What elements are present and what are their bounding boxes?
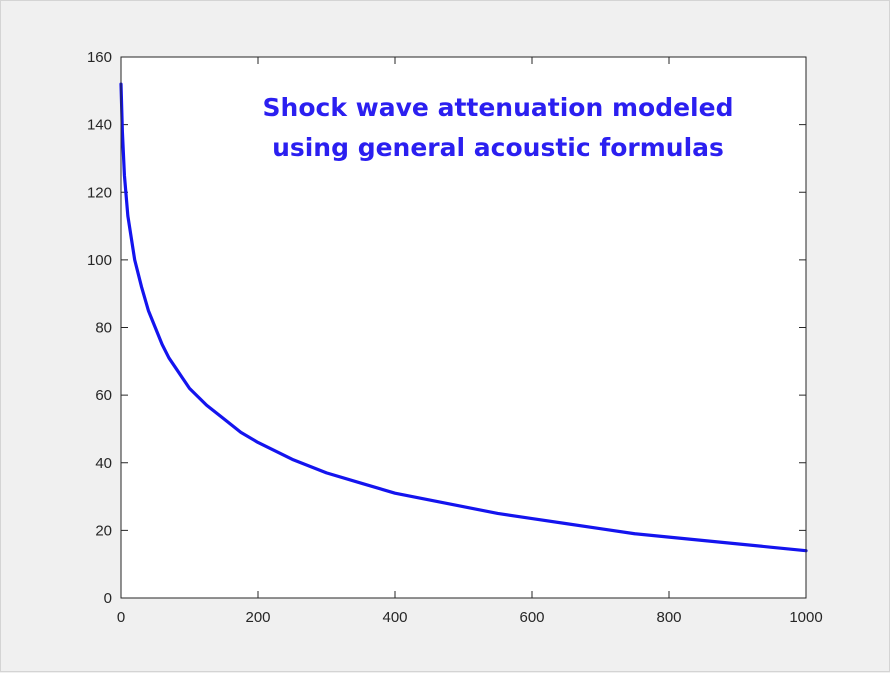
x-tick-label: 200 [245, 609, 270, 626]
annotation-line-1: Shock wave attenuation modeled [263, 93, 734, 122]
y-tick-label: 160 [87, 49, 112, 66]
y-tick-label: 100 [87, 252, 112, 269]
x-tick-label: 400 [382, 609, 407, 626]
y-tick-label: 20 [95, 522, 112, 539]
y-axis-ticks: 0 20 40 60 80 100 120 140 160 [87, 49, 806, 607]
annotation-line-2: using general acoustic formulas [272, 133, 724, 162]
x-tick-label: 1000 [789, 609, 822, 626]
x-tick-label: 800 [656, 609, 681, 626]
x-tick-label: 0 [117, 609, 125, 626]
y-tick-label: 40 [95, 455, 112, 472]
y-tick-label: 80 [95, 320, 112, 337]
y-tick-label: 60 [95, 387, 112, 404]
plot-frame [120, 56, 807, 599]
y-tick-label: 120 [87, 184, 112, 201]
y-tick-label: 0 [104, 590, 112, 607]
x-axis-ticks: 0 200 400 600 800 1000 [117, 57, 823, 626]
x-tick-label: 600 [519, 609, 544, 626]
series-line [119, 82, 808, 553]
y-tick-label: 140 [87, 117, 112, 134]
